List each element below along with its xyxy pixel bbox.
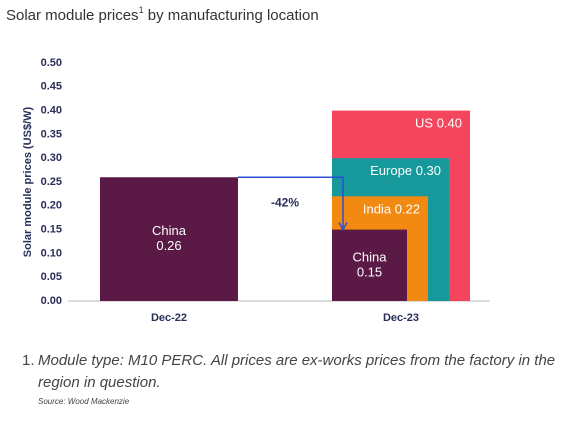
bar-label-value: 0.22 [395, 202, 420, 217]
bar-label: Europe 0.30 [370, 164, 441, 179]
y-tick-label: 0.05 [41, 271, 62, 283]
y-tick-label: 0.30 [41, 152, 62, 164]
chart-title: Solar module prices1 by manufacturing lo… [6, 5, 319, 24]
title-rest: by manufacturing location [144, 7, 319, 24]
y-tick-label: 0.35 [41, 128, 62, 140]
bar [100, 177, 238, 301]
y-tick-label: 0.00 [41, 295, 62, 307]
change-arrow [238, 176, 344, 228]
bar-label: China 0.15 [353, 250, 388, 280]
bar-label-name: China [353, 250, 388, 265]
footnote-marker: 1. [22, 352, 35, 369]
change-annotation: -42% [271, 196, 299, 210]
bar-label-name: China [152, 224, 187, 239]
y-tick-label: 0.50 [41, 57, 62, 69]
title-sup: 1 [139, 5, 144, 15]
bar-label-name: India [363, 202, 392, 217]
x-tick-label: Dec-22 [151, 312, 187, 324]
chart: Solar module prices1 by manufacturing lo… [6, 5, 490, 324]
footnote: 1. Module type: M10 PERC. All prices are … [22, 350, 567, 394]
y-tick-label: 0.20 [41, 200, 62, 212]
y-axis-label: Solar module prices (US$/W) [22, 106, 34, 257]
bar-label-name: Europe [370, 164, 412, 179]
y-tick-label: 0.15 [41, 224, 62, 236]
y-tick-label: 0.40 [41, 105, 62, 117]
y-tick-label: 0.45 [41, 81, 62, 93]
bar-label-value: 0.15 [357, 265, 382, 280]
x-tick-label: Dec-23 [383, 312, 419, 324]
bar [332, 229, 407, 301]
bar-label: India 0.22 [363, 202, 420, 217]
source: Source: Wood Mackenzie [38, 397, 130, 406]
footnote-text: Module type: M10 PERC. All prices are ex… [38, 352, 556, 391]
bar-label-value: 0.40 [437, 116, 462, 131]
bar-label-value: 0.26 [156, 239, 181, 254]
arrow-head [338, 222, 348, 232]
y-tick-label: 0.25 [41, 176, 62, 188]
bar-label: US 0.40 [415, 116, 462, 131]
y-tick-label: 0.10 [41, 247, 62, 259]
bar-label-name: US [415, 116, 433, 131]
bar-label: China 0.26 [152, 224, 187, 254]
title-main: Solar module prices [6, 7, 139, 24]
bar-label-value: 0.30 [416, 164, 441, 179]
